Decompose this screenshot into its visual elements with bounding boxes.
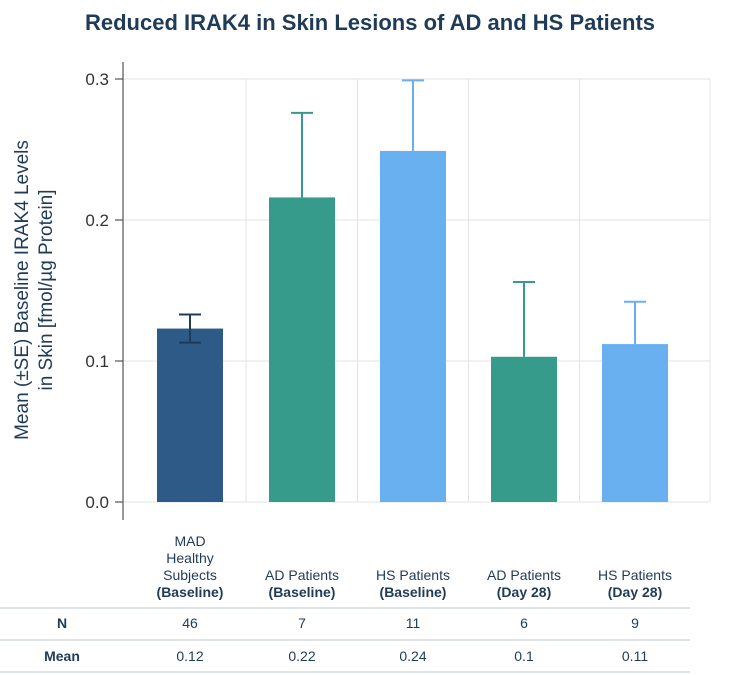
y-tick-label: 0.3 [85, 70, 109, 89]
x-category-label: HS Patients [376, 567, 450, 583]
bar [491, 356, 557, 502]
table-cell: 0.22 [288, 648, 315, 664]
x-category-label: (Day 28) [608, 584, 662, 600]
bar [602, 344, 668, 502]
table-cell: 0.12 [176, 648, 203, 664]
x-category-label: AD Patients [487, 567, 561, 583]
x-category-label: AD Patients [265, 567, 339, 583]
table-cell: 0.24 [399, 648, 426, 664]
y-axis-label: Mean (±SE) Baseline IRAK4 Levels in Skin … [12, 140, 57, 440]
bar [157, 328, 223, 502]
table-cell: 9 [631, 615, 639, 631]
y-axis-label-line: in Skin [fmol/µg Protein] [36, 189, 57, 390]
table-row-label: Mean [44, 648, 80, 664]
table-cell: 0.11 [622, 648, 648, 664]
error-bar-layer [179, 79, 646, 357]
bar [269, 197, 335, 502]
y-axis-label-line: Mean (±SE) Baseline IRAK4 Levels [12, 140, 33, 440]
table-row-label: N [57, 615, 67, 631]
bar-layer [157, 150, 668, 502]
table-cell: 7 [298, 615, 306, 631]
x-category-label: (Baseline) [269, 584, 336, 600]
x-category-label: MAD [174, 533, 205, 549]
table-cell: 0.1 [514, 648, 534, 664]
x-category-label: (Baseline) [157, 584, 224, 600]
axis-layer: 0.0 0.1 0.2 0.3 Mean (±SE) Baseline IRAK4 Le… [12, 62, 124, 520]
x-category-label: (Day 28) [497, 584, 551, 600]
x-category-label: Subjects [163, 567, 217, 583]
bar [380, 150, 446, 502]
y-tick-label: 0.1 [85, 352, 109, 371]
data-table: N 46 7 11 6 9 Mean 0.12 0.22 0.24 0.1 0.11 [0, 607, 690, 673]
table-cell: 6 [520, 615, 528, 631]
chart-title: Reduced IRAK4 in Skin Lesions of AD and … [84, 10, 656, 35]
table-cell: 46 [182, 615, 198, 631]
table-cell: 11 [406, 615, 421, 631]
x-category-label: (Baseline) [380, 584, 447, 600]
x-category-label: HS Patients [598, 567, 672, 583]
y-tick-label: 0.2 [85, 211, 109, 230]
x-category-label: Healthy [166, 550, 213, 566]
y-tick-label: 0.0 [85, 493, 109, 512]
